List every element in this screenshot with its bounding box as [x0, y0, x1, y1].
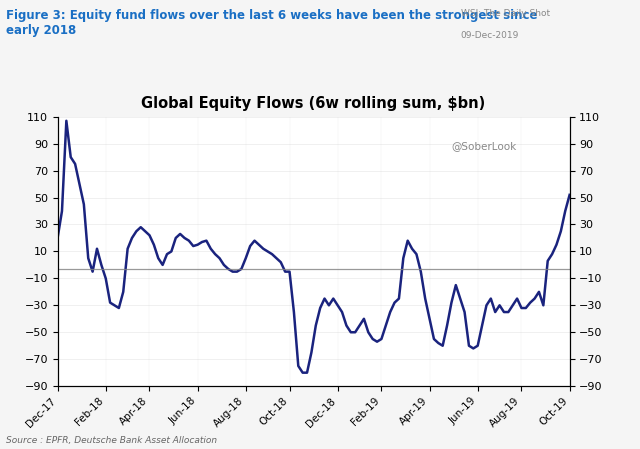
Text: 09-Dec-2019: 09-Dec-2019	[461, 31, 519, 40]
Text: @SoberLook: @SoberLook	[452, 141, 517, 151]
Text: Figure 3: Equity fund flows over the last 6 weeks have been the strongest since
: Figure 3: Equity fund flows over the las…	[6, 9, 538, 37]
Text: WSJ: The Daily Shot: WSJ: The Daily Shot	[461, 9, 550, 18]
Text: Source : EPFR, Deutsche Bank Asset Allocation: Source : EPFR, Deutsche Bank Asset Alloc…	[6, 436, 218, 445]
Title: Global Equity Flows (6w rolling sum, $bn): Global Equity Flows (6w rolling sum, $bn…	[141, 97, 486, 111]
